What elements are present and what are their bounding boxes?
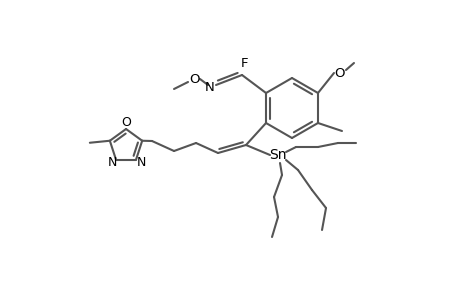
Text: O: O xyxy=(121,116,131,128)
Text: N: N xyxy=(205,80,214,94)
Text: O: O xyxy=(188,73,199,85)
Text: O: O xyxy=(334,67,345,80)
Text: Sn: Sn xyxy=(269,148,286,162)
Text: N: N xyxy=(107,156,117,169)
Text: N: N xyxy=(136,156,146,169)
Text: F: F xyxy=(240,56,247,70)
